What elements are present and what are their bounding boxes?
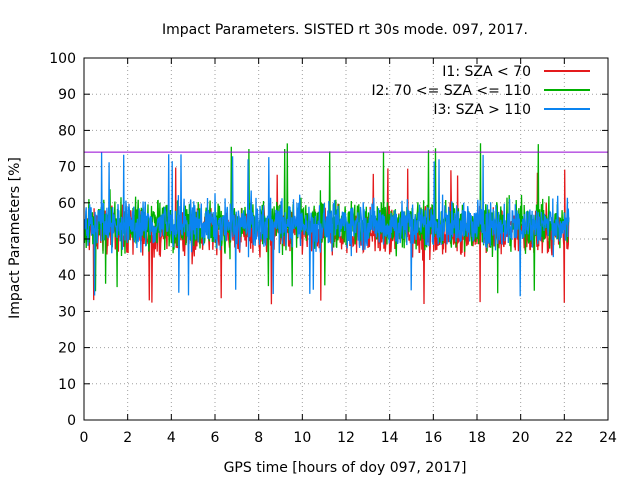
y-tick-label: 70 [58, 160, 76, 176]
y-tick-label: 0 [67, 413, 76, 429]
x-tick-label: 12 [337, 430, 355, 446]
y-tick-label: 40 [58, 268, 76, 284]
axes: 0 2 4 6 8 10 12 14 16 18 20 22 240102030405060708090… [49, 51, 617, 446]
series-line-3 [84, 152, 570, 297]
y-tick-label: 60 [58, 196, 76, 212]
x-tick-label: 24 [599, 430, 617, 446]
plot-area [84, 143, 608, 305]
x-axis-label: GPS time [hours of doy 097, 2017] [224, 460, 467, 476]
chart-title: Impact Parameters. SISTED rt 30s mode. 0… [162, 22, 528, 38]
x-tick-label: 22 [555, 430, 573, 446]
y-tick-label: 20 [58, 341, 76, 357]
y-axis-label: Impact Parameters [%] [7, 157, 23, 319]
y-tick-label: 30 [58, 304, 76, 320]
y-tick-label: 80 [58, 123, 76, 139]
legend: I1: SZA < 70 I2: 70 <= SZA <= 110 I3: SZA … [371, 64, 590, 118]
x-tick-label: 8 [254, 430, 263, 446]
x-tick-label: 0 [80, 430, 89, 446]
y-tick-label: 90 [58, 87, 76, 103]
legend-label: I3: SZA > 110 [433, 102, 531, 118]
x-tick-label: 6 [211, 430, 220, 446]
x-tick-label: 14 [381, 430, 399, 446]
y-tick-label: 100 [49, 51, 76, 67]
y-tick-label: 50 [58, 232, 76, 248]
x-tick-label: 2 [123, 430, 132, 446]
x-tick-label: 20 [512, 430, 530, 446]
x-tick-label: 4 [167, 430, 176, 446]
legend-label: I2: 70 <= SZA <= 110 [371, 83, 531, 99]
legend-label: I1: SZA < 70 [442, 64, 531, 80]
x-tick-label: 18 [468, 430, 486, 446]
y-tick-label: 10 [58, 377, 76, 393]
x-tick-label: 16 [424, 430, 442, 446]
x-tick-label: 10 [293, 430, 311, 446]
